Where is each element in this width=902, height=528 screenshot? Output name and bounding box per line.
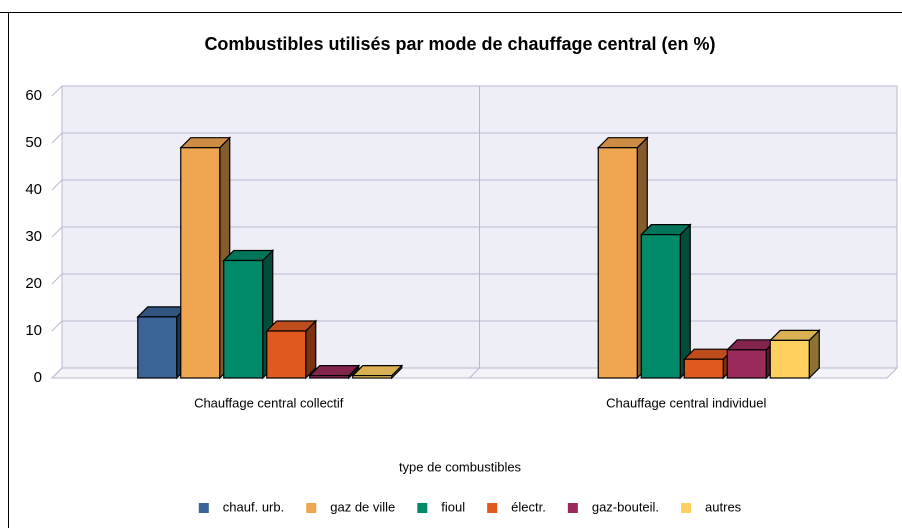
legend-swatch bbox=[487, 503, 498, 513]
legend-label: gaz-bouteil. bbox=[592, 499, 659, 514]
y-tick-label: 50 bbox=[25, 134, 42, 151]
legend-swatch bbox=[417, 503, 428, 513]
legend-item: gaz-bouteil. bbox=[567, 499, 659, 514]
legend-item: gaz de ville bbox=[306, 499, 395, 514]
bar bbox=[596, 136, 649, 380]
tick-mark bbox=[51, 179, 63, 191]
legend-item: électr. bbox=[487, 499, 546, 514]
bar-front bbox=[309, 375, 350, 379]
bar bbox=[725, 338, 778, 380]
bar-front bbox=[640, 234, 681, 379]
y-tick-label: 20 bbox=[25, 275, 42, 292]
bar-front bbox=[352, 375, 393, 379]
bar-front bbox=[180, 147, 221, 379]
bar bbox=[639, 223, 692, 380]
x-tick-label: Chauffage central collectif bbox=[194, 395, 344, 410]
y-tick-label: 0 bbox=[34, 369, 42, 386]
bar-front bbox=[137, 316, 178, 379]
tick-mark bbox=[51, 367, 63, 379]
bar bbox=[308, 364, 361, 380]
legend-swatch bbox=[306, 503, 317, 513]
tick-mark bbox=[51, 132, 63, 144]
legend-item: chauf. urb. bbox=[198, 499, 284, 514]
bar-front bbox=[769, 339, 810, 379]
bar-front bbox=[726, 349, 767, 379]
legend-swatch bbox=[681, 503, 692, 513]
y-tick-label: 30 bbox=[25, 228, 42, 245]
tick-mark bbox=[51, 226, 63, 238]
x-axis-title: type de combustibles bbox=[399, 459, 522, 474]
bar bbox=[179, 136, 232, 380]
bar-front bbox=[683, 358, 724, 379]
chart-title: Combustibles utilisés par mode de chauff… bbox=[204, 34, 715, 54]
legend-swatch bbox=[567, 503, 578, 513]
y-tick-label: 40 bbox=[25, 181, 42, 198]
legend-label: fioul bbox=[441, 499, 465, 514]
tick-mark bbox=[51, 273, 63, 285]
bar-front bbox=[266, 330, 307, 379]
bar bbox=[682, 347, 735, 380]
legend-label: autres bbox=[705, 499, 742, 514]
bar-front bbox=[597, 147, 638, 379]
y-tick-label: 60 bbox=[25, 87, 42, 104]
x-tick-label: Chauffage central individuel bbox=[606, 395, 766, 410]
bar bbox=[768, 328, 821, 380]
bar bbox=[222, 249, 275, 380]
bar bbox=[136, 305, 189, 380]
bar-front bbox=[223, 259, 264, 379]
legend-label: chauf. urb. bbox=[223, 499, 284, 514]
legend-swatch bbox=[198, 503, 209, 513]
legend-label: électr. bbox=[511, 499, 546, 514]
legend-item: fioul bbox=[417, 499, 465, 514]
tick-mark bbox=[51, 85, 63, 97]
legend-item: autres bbox=[681, 499, 742, 514]
tick-mark bbox=[51, 320, 63, 332]
y-tick-label: 10 bbox=[25, 322, 42, 339]
legend-label: gaz de ville bbox=[330, 499, 395, 514]
category-divider bbox=[469, 367, 480, 379]
bar bbox=[265, 319, 318, 380]
bar bbox=[351, 364, 404, 380]
